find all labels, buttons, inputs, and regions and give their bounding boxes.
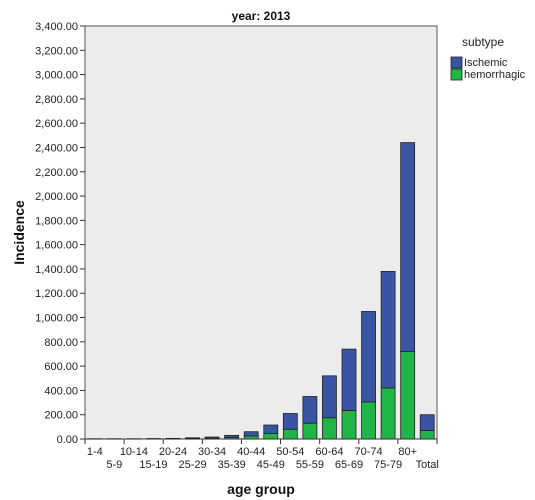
- bar-segment-ischemic: [322, 375, 337, 419]
- bar-segment-hemorrhagic: [361, 401, 376, 440]
- x-tick-label: 40-44: [237, 446, 265, 458]
- bar-segment-ischemic: [341, 348, 357, 411]
- y-tick-label: 2,200.00: [35, 167, 78, 179]
- y-tick-label: 1,600.00: [35, 240, 78, 252]
- y-tick-label: 1,000.00: [35, 313, 78, 325]
- y-tick-label: 2,000.00: [35, 191, 78, 203]
- bar-segment-ischemic: [204, 436, 220, 439]
- y-tick-label: 0.00: [57, 434, 78, 446]
- y-tick-label: 3,400.00: [35, 21, 78, 33]
- bar-segment-ischemic: [419, 414, 435, 431]
- legend-label-ischemic: Ischemic: [464, 57, 508, 69]
- bar-segment-hemorrhagic: [263, 433, 279, 440]
- bar-segment-hemorrhagic: [419, 430, 435, 440]
- x-tick-label: Total: [416, 459, 439, 471]
- y-tick-label: 400.00: [44, 385, 78, 397]
- x-tick-label: 55-59: [296, 459, 324, 471]
- legend-swatch-ischemic: [450, 56, 463, 69]
- x-tick-label: 30-34: [198, 446, 226, 458]
- bar-segment-ischemic: [243, 431, 259, 437]
- x-tick-label: 15-19: [139, 459, 167, 471]
- bars: [87, 142, 435, 440]
- bar-segment-ischemic: [224, 434, 240, 438]
- y-tick-label: 2,600.00: [35, 118, 78, 130]
- x-tick-label: 80+: [398, 446, 417, 458]
- bar-segment-ischemic: [380, 270, 396, 389]
- bar-segment-hemorrhagic: [322, 417, 337, 440]
- plot-area: [84, 25, 438, 440]
- bar-segment-hemorrhagic: [282, 428, 298, 440]
- x-tick-label: 50-54: [276, 446, 304, 458]
- x-tick-label: 60-64: [315, 446, 343, 458]
- x-tick-label: 35-39: [218, 459, 246, 471]
- y-tick-label: 2,400.00: [35, 142, 78, 154]
- y-tick-label: 2,800.00: [35, 94, 78, 106]
- x-tick-label: 70-74: [354, 446, 382, 458]
- legend-swatch-hemorrhagic: [450, 68, 463, 81]
- y-tick-label: 1,800.00: [35, 215, 78, 227]
- bar-segment-hemorrhagic: [341, 410, 357, 440]
- bar-segment-ischemic: [263, 424, 279, 434]
- x-tick-label: 10-14: [120, 446, 148, 458]
- y-tick-label: 800.00: [44, 337, 78, 349]
- x-tick-label: 25-29: [178, 459, 206, 471]
- legend-title: subtype: [462, 35, 504, 49]
- chart-title: year: 2013: [232, 9, 291, 23]
- bar-segment-ischemic: [185, 437, 200, 439]
- legend-label-hemorrhagic: hemorrhagic: [464, 69, 526, 81]
- y-tick-label: 200.00: [44, 410, 78, 422]
- x-tick-label: 5-9: [106, 459, 122, 471]
- y-tick-label: 3,200.00: [35, 45, 78, 57]
- y-tick-label: 3,000.00: [35, 70, 78, 82]
- y-tick-label: 600.00: [44, 361, 78, 373]
- x-axis: 1-45-910-1415-1920-2425-2930-3435-3940-4…: [84, 438, 439, 471]
- bar-segment-ischemic: [302, 396, 318, 424]
- x-axis-title: age group: [227, 481, 295, 497]
- bar-segment-hemorrhagic: [243, 435, 259, 440]
- bar-segment-ischemic: [361, 311, 376, 403]
- y-axis: 0.00 200.00 400.00 600.00 800.00 1,000.00 1,20…: [35, 21, 85, 446]
- bar-segment-hemorrhagic: [400, 351, 416, 440]
- y-axis-title: Incidence: [11, 200, 27, 265]
- bar-segment-ischemic: [282, 413, 298, 430]
- y-tick-label: 1,200.00: [35, 288, 78, 300]
- bar-segment-hemorrhagic: [380, 387, 396, 440]
- x-tick-label: 65-69: [335, 459, 363, 471]
- y-tick-label: 1,400.00: [35, 264, 78, 276]
- bar-segment-hemorrhagic: [302, 422, 318, 440]
- x-tick-label: 20-24: [159, 446, 187, 458]
- x-tick-label: 1-4: [87, 446, 103, 458]
- bar-segment-ischemic: [400, 142, 416, 352]
- x-tick-label: 45-49: [257, 459, 285, 471]
- x-tick-label: 75-79: [374, 459, 402, 471]
